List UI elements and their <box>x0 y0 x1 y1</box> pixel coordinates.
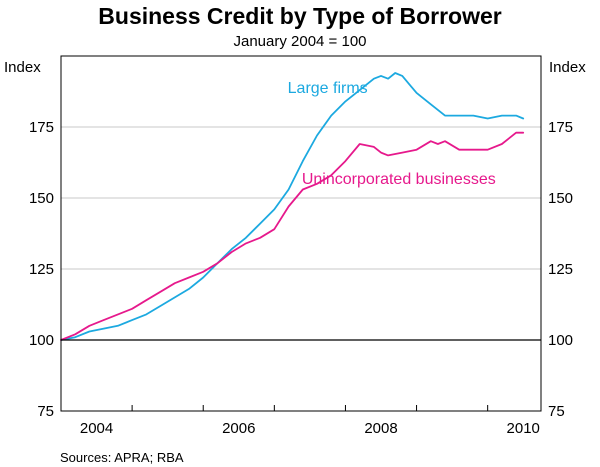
chart-subtitle: January 2004 = 100 <box>233 33 366 50</box>
x-tick-label: 2008 <box>364 420 397 437</box>
y-tick-label-left: 175 <box>29 119 54 136</box>
y-tick-label-left: 100 <box>29 332 54 349</box>
y-tick-label-right: 100 <box>548 332 573 349</box>
series-line-1 <box>60 72 525 341</box>
x-tick-label: 2004 <box>80 420 113 437</box>
series-label-2: Unincorporated businesses <box>302 171 496 188</box>
chart-title: Business Credit by Type of Borrower <box>98 3 501 29</box>
x-tick-label: 2006 <box>222 420 255 437</box>
axes <box>60 55 542 412</box>
y-axis-label-right: Index <box>549 59 586 76</box>
series-lines <box>60 72 525 341</box>
gridlines <box>61 126 541 270</box>
y-axis-label-left: Index <box>4 59 41 76</box>
tick-labels: 75 75 100 100 125 125 150 150 175 175 2004 2006 2008… <box>29 80 573 437</box>
x-tick-label: 2010 <box>507 420 540 437</box>
y-tick-label-right: 175 <box>548 119 573 136</box>
plot-frame <box>60 55 542 412</box>
y-tick-label-left: 125 <box>29 261 54 278</box>
series-line-2 <box>60 131 525 341</box>
y-tick-label-right: 150 <box>548 190 573 207</box>
series-label-1: Large firms <box>288 80 368 97</box>
y-tick-label-left: 75 <box>37 403 54 420</box>
y-tick-label-right: 125 <box>548 261 573 278</box>
source-note: Sources: APRA; RBA <box>60 450 184 465</box>
y-tick-label-left: 150 <box>29 190 54 207</box>
y-tick-label-right: 75 <box>548 403 565 420</box>
